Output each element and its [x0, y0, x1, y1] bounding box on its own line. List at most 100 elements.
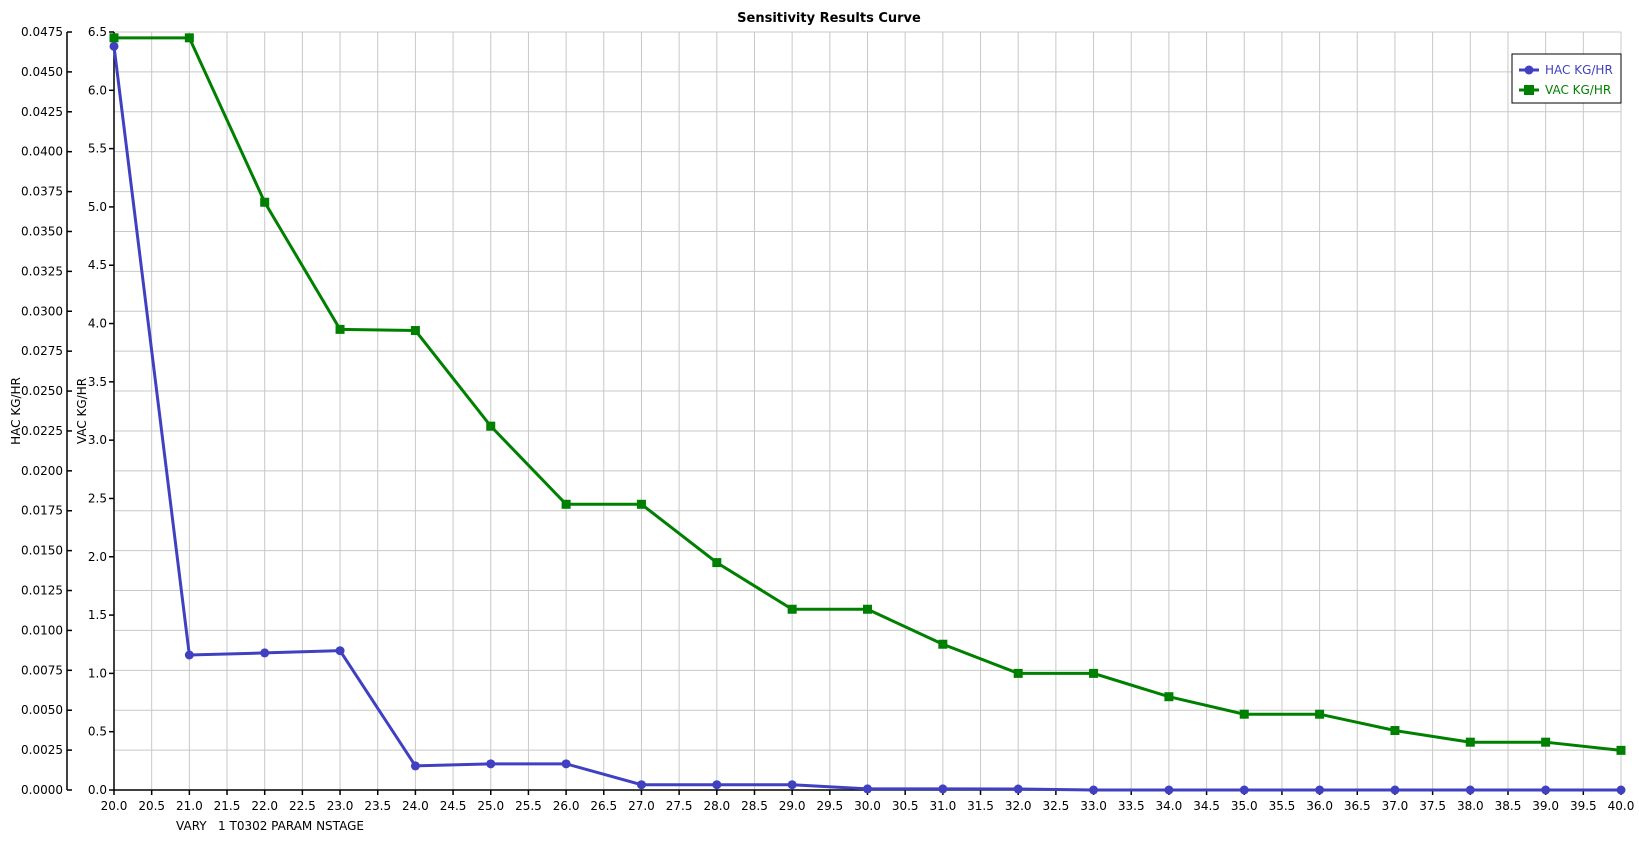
- y-right-tick-label: 3.5: [88, 375, 107, 389]
- x-tick-label: 32.5: [1043, 799, 1070, 813]
- data-point-hac: [636, 780, 646, 790]
- y-left-tick-label: 0.0075: [21, 663, 63, 677]
- y-left-tick-label: 0.0125: [21, 584, 63, 598]
- x-tick-label: 24.0: [402, 799, 429, 813]
- y-axis-left-label: HAC KG/HR: [9, 377, 23, 445]
- legend-vac-label: VAC KG/HR: [1545, 83, 1611, 97]
- y-left-tick-label: 0.0150: [21, 544, 63, 558]
- x-tick-label: 37.0: [1382, 799, 1409, 813]
- data-point-hac: [1390, 785, 1400, 795]
- data-point-hac: [561, 759, 571, 769]
- data-point-vac: [787, 604, 797, 614]
- y-right-tick-label: 0.5: [88, 725, 107, 739]
- data-point-hac: [787, 780, 797, 790]
- data-point-hac: [184, 650, 194, 660]
- data-point-hac: [410, 761, 420, 771]
- x-tick-label: 34.0: [1156, 799, 1183, 813]
- data-point-vac: [1089, 668, 1099, 678]
- data-point-vac: [260, 197, 270, 207]
- grid: [113, 31, 1622, 791]
- x-tick-label: 25.5: [515, 799, 542, 813]
- y-left-tick-label: 0.0300: [21, 304, 63, 318]
- x-tick-label: 20.0: [101, 799, 128, 813]
- data-point-vac: [1164, 692, 1174, 702]
- x-tick-label: 40.0: [1608, 799, 1635, 813]
- y-left-tick-label: 0.0450: [21, 65, 63, 79]
- y-left-tick-label: 0.0100: [21, 623, 63, 637]
- data-point-hac: [1315, 785, 1325, 795]
- x-tick-label: 38.0: [1457, 799, 1484, 813]
- data-point-hac: [1541, 785, 1551, 795]
- x-tick-label: 30.0: [854, 799, 881, 813]
- y-right-tick-label: 2.0: [88, 550, 107, 564]
- data-point-vac: [636, 499, 646, 509]
- x-tick-label: 28.5: [741, 799, 768, 813]
- x-tick-label: 26.0: [553, 799, 580, 813]
- x-tick-label: 35.5: [1269, 799, 1296, 813]
- data-point-vac: [863, 604, 872, 614]
- y-left-tick-label: 0.0200: [21, 464, 63, 478]
- data-point-vac: [1616, 745, 1626, 755]
- data-point-vac: [410, 326, 420, 336]
- legend: HAC KG/HR VAC KG/HR: [1511, 53, 1622, 104]
- y-right-tick-label: 1.5: [88, 608, 107, 622]
- data-point-hac: [486, 759, 496, 769]
- x-tick-label: 33.5: [1118, 799, 1145, 813]
- x-tick-label: 29.0: [779, 799, 806, 813]
- y-left-tick-label: 0.0050: [21, 703, 63, 717]
- data-point-vac: [335, 324, 345, 334]
- y-right-tick-label: 6.0: [88, 83, 107, 97]
- x-tick-label: 26.5: [590, 799, 617, 813]
- y-right-tick-label: 2.5: [88, 491, 107, 505]
- y-right-tick-label: 3.0: [88, 433, 107, 447]
- x-tick-label: 29.5: [816, 799, 843, 813]
- x-tick-label: 21.5: [214, 799, 241, 813]
- x-tick-label: 34.5: [1193, 799, 1220, 813]
- x-tick-label: 35.0: [1231, 799, 1258, 813]
- y-right-tick-label: 6.5: [88, 25, 107, 39]
- x-tick-label: 28.0: [703, 799, 730, 813]
- x-axis-label: VARY 1 T0302 PARAM NSTAGE: [176, 819, 364, 833]
- x-tick-label: 38.5: [1495, 799, 1522, 813]
- x-tick-label: 23.5: [364, 799, 391, 813]
- y-left-tick-label: 0.0475: [21, 25, 63, 39]
- legend-hac-label: HAC KG/HR: [1545, 63, 1613, 77]
- axes: 20.0 20.5 21.0 21.5 22.0 22.5 23.0 23.5 24.0 24.5…: [21, 25, 1634, 813]
- data-point-vac: [1541, 737, 1551, 747]
- data-point-vac: [1013, 668, 1023, 678]
- y-left-tick-label: 0.0375: [21, 185, 63, 199]
- x-tick-label: 25.0: [477, 799, 504, 813]
- data-point-hac: [1465, 785, 1475, 795]
- data-point-vac: [184, 33, 194, 43]
- data-point-vac: [561, 499, 571, 509]
- data-point-vac: [109, 33, 119, 43]
- x-tick-label: 33.0: [1080, 799, 1107, 813]
- x-tick-label: 31.0: [929, 799, 956, 813]
- data-point-hac: [260, 648, 270, 658]
- y-right-tick-label: 4.0: [88, 317, 107, 331]
- x-tick-label: 23.0: [327, 799, 354, 813]
- legend-vac-marker: [1524, 85, 1534, 95]
- x-tick-label: 39.5: [1570, 799, 1597, 813]
- x-tick-label: 27.0: [628, 799, 655, 813]
- data-point-vac: [938, 639, 948, 649]
- y-left-tick-label: 0.0250: [21, 384, 63, 398]
- y-right-tick-label: 5.0: [88, 200, 107, 214]
- y-right-tick-label: 5.5: [88, 142, 107, 156]
- data-point-vac: [1239, 709, 1249, 719]
- x-tick-label: 24.5: [440, 799, 467, 813]
- data-point-hac: [1616, 785, 1626, 795]
- y-right-tick-label: 1.0: [88, 666, 107, 680]
- data-point-hac: [1089, 785, 1099, 795]
- data-point-hac: [863, 784, 872, 794]
- x-tick-label: 21.0: [176, 799, 203, 813]
- data-point-vac: [1390, 726, 1400, 736]
- data-point-vac: [712, 558, 722, 568]
- y-left-tick-label: 0.0175: [21, 504, 63, 518]
- x-tick-label: 37.5: [1419, 799, 1446, 813]
- data-point-hac: [335, 646, 345, 656]
- y-left-tick-label: 0.0325: [21, 264, 63, 278]
- x-tick-label: 27.5: [666, 799, 693, 813]
- data-point-vac: [1315, 709, 1325, 719]
